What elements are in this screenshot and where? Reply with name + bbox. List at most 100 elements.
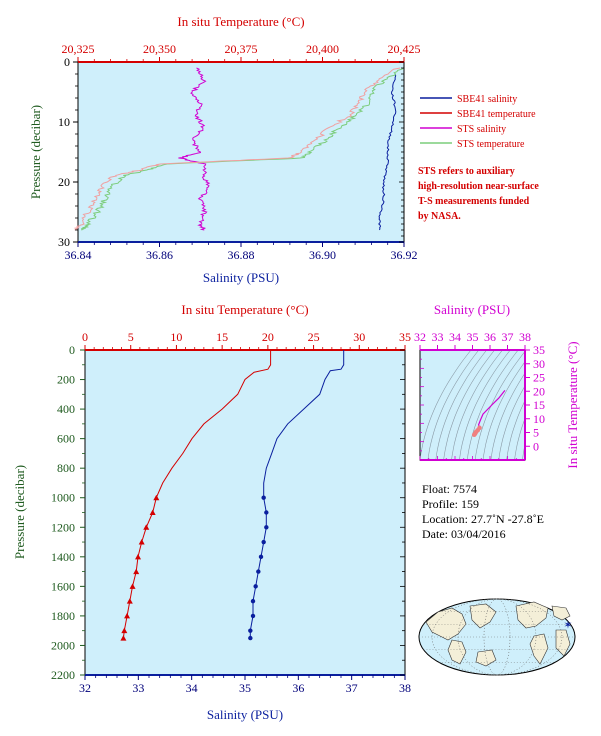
map-meridian (457, 598, 537, 676)
bottom-sal-tick-label: 38 (399, 681, 411, 695)
isopycnal-line (467, 350, 519, 460)
bottom-temp-tick-label: 25 (308, 330, 320, 344)
top-pressure-tick-label: 0 (64, 55, 70, 69)
salinity-point (264, 525, 269, 530)
map-meridian (431, 598, 563, 676)
top-sal-tick-label: 36.92 (391, 248, 418, 262)
isopycnal-line (498, 385, 525, 460)
series-sbe41-salinity (378, 73, 397, 231)
top-temp-axis-title: In situ Temperature (°C) (177, 14, 304, 29)
float-location-marker: ✶ (563, 619, 572, 631)
ts-temp-tick-label: 30 (533, 357, 545, 371)
top-chart: 20,325 20,350 20,375 20,400 20,425 36.84 36.86… (28, 14, 539, 285)
bottom-salinity-line (249, 350, 345, 639)
ts-temp-tick-label: 10 (533, 412, 545, 426)
isopycnal-line (482, 361, 525, 460)
salinity-point (253, 584, 258, 589)
ts-sal-axis-title: Salinity (PSU) (434, 302, 510, 317)
bottom-pressure-tick-label: 200 (57, 373, 75, 387)
top-sal-tick-label: 36.84 (65, 248, 92, 262)
sts-note-line-2: high-resolution near-surface (418, 181, 539, 192)
bottom-temperature-line (122, 350, 272, 639)
temperature-point (133, 568, 140, 575)
bottom-temp-axis-title: In situ Temperature (°C) (181, 302, 308, 317)
bottom-pressure-tick-label: 0 (69, 343, 75, 357)
temperature-point (135, 553, 142, 560)
map-land (425, 601, 571, 667)
float-number: Float: 7574 (422, 482, 477, 496)
ts-sal-tick-label: 38 (519, 330, 531, 344)
bottom-temp-tick-label: 10 (170, 330, 182, 344)
temperature-point (126, 598, 133, 604)
top-pressure-tick-label: 30 (58, 235, 70, 249)
map-europe (551, 605, 571, 621)
top-sal-tick-label: 36.86 (146, 248, 173, 262)
map-africa (447, 639, 467, 665)
isopycnal-line (427, 350, 480, 460)
bottom-sal-tick-label: 33 (132, 681, 144, 695)
map-australia (475, 649, 497, 667)
bottom-pressure-tick-label: 400 (57, 402, 75, 416)
top-temp-tick-label: 20,400 (306, 42, 339, 56)
salinity-point (250, 598, 256, 604)
bottom-temp-tick-label: 5 (128, 330, 134, 344)
ts-temp-tick-label: 5 (533, 426, 539, 440)
bottom-tick-group: 0 5 10 15 20 25 30 35 32 33 34 35 36 37 38 0 200 400 600 80… (51, 330, 411, 695)
bottom-sal-tick-label: 36 (292, 681, 304, 695)
map-south-america (529, 633, 549, 665)
bottom-pressure-tick-label: 1200 (51, 520, 75, 534)
bottom-pressure-tick-label: 1800 (51, 609, 75, 623)
bottom-pressure-axis-title: Pressure (decibar) (12, 465, 27, 559)
ts-isopycnal-lines (420, 350, 525, 460)
ts-sal-tick-label: 35 (467, 330, 479, 344)
legend-sbe41-salinity: SBE41 salinity (457, 94, 517, 105)
bottom-temp-tick-label: 30 (353, 330, 365, 344)
salinity-point (248, 628, 253, 633)
series-sts-salinity (178, 67, 211, 231)
bottom-sal-tick-label: 34 (186, 681, 198, 695)
salinity-point (261, 495, 266, 500)
map-asia-east (469, 603, 497, 629)
ts-temp-tick-label: 20 (533, 384, 545, 398)
top-sal-tick-label: 36.88 (228, 248, 255, 262)
bottom-temp-tick-label: 35 (399, 330, 411, 344)
temperature-point (149, 509, 156, 515)
temperature-point (153, 494, 160, 501)
bottom-temp-tick-label: 15 (216, 330, 228, 344)
top-sal-tick-label: 36.90 (309, 248, 336, 262)
salinity-point (256, 569, 261, 574)
sts-note: STS refers to auxiliary high-resolution … (418, 166, 539, 222)
bottom-chart: 0 5 10 15 20 25 30 35 32 33 34 35 36 37 38 0 200 400 600 80… (12, 302, 411, 722)
top-legend: SBE41 salinity SBE41 temperature STS sal… (420, 94, 536, 150)
isopycnal-line (435, 350, 487, 460)
bottom-pressure-tick-label: 2000 (51, 638, 75, 652)
isopycnal-line (506, 399, 525, 460)
ts-temp-tick-label: 0 (533, 439, 539, 453)
float-info: Float: 7574 Profile: 159 Location: 27.7˚… (422, 482, 544, 541)
ts-temp-axis-title: In situ Temperature (°C) (565, 341, 580, 468)
ts-sal-tick-label: 34 (449, 330, 461, 344)
series-sbe41-temperature (73, 67, 401, 231)
salinity-point (264, 510, 269, 515)
top-temp-tick-label: 20,325 (62, 42, 95, 56)
legend-sts-temperature: STS temperature (457, 139, 525, 150)
temperature-point (138, 539, 145, 545)
top-sal-axis-title: Salinity (PSU) (203, 270, 279, 285)
bottom-series-group (120, 350, 345, 641)
top-pressure-axis-title: Pressure (decibar) (28, 105, 43, 199)
ts-temp-tick-label: 15 (533, 398, 545, 412)
salinity-point (258, 554, 264, 560)
bottom-pressure-tick-label: 600 (57, 432, 75, 446)
top-plot-area (77, 61, 405, 243)
isopycnal-line (459, 350, 511, 460)
bottom-sal-axis-title: Salinity (PSU) (207, 707, 283, 722)
salinity-point (248, 635, 253, 641)
ts-temp-tick-label: 35 (533, 343, 545, 357)
top-pressure-tick-label: 10 (58, 115, 70, 129)
isopycnal-line (443, 350, 495, 460)
sts-note-line-1: STS refers to auxiliary (418, 166, 515, 177)
sts-note-line-4: by NASA. (418, 211, 461, 222)
bottom-pressure-tick-label: 2200 (51, 668, 75, 682)
series-sts-temperature (81, 67, 404, 231)
